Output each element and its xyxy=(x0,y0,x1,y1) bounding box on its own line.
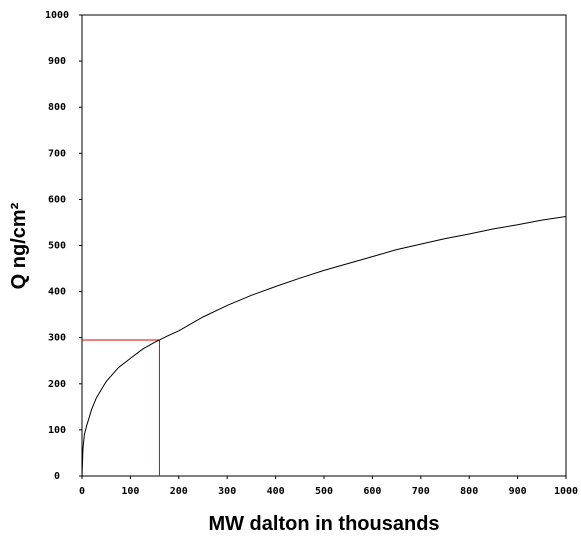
tick-group: 0 100 200 300 400 500 600 700 800 900 1000 0 100 200 3… xyxy=(45,10,578,497)
y-tick-label: 900 xyxy=(48,56,66,67)
series-line-0 xyxy=(81,216,567,477)
y-tick-label: 0 xyxy=(54,471,60,482)
x-tick-label: 1000 xyxy=(554,486,578,497)
y-tick-label: 200 xyxy=(48,379,66,390)
x-tick-label: 700 xyxy=(412,486,430,497)
x-tick-label: 100 xyxy=(121,486,139,497)
x-tick-label: 400 xyxy=(267,486,285,497)
y-tick-label: 300 xyxy=(48,333,66,344)
y-tick-label: 600 xyxy=(48,194,66,205)
y-tick-label: 1000 xyxy=(45,10,69,21)
y-tick-label: 800 xyxy=(48,102,66,113)
y-axis-label: Q ng/cm² xyxy=(8,202,30,289)
x-tick-label: 200 xyxy=(170,486,188,497)
y-tick-label: 700 xyxy=(48,148,66,159)
y-tick-label: 100 xyxy=(48,425,66,436)
marks-group xyxy=(81,216,567,477)
x-tick-label: 0 xyxy=(79,486,85,497)
y-tick-label: 500 xyxy=(48,241,66,252)
x-tick-label: 600 xyxy=(363,486,381,497)
plot-frame xyxy=(81,14,567,477)
x-tick-label: 900 xyxy=(509,486,527,497)
y-tick-label: 400 xyxy=(48,287,66,298)
x-tick-label: 300 xyxy=(218,486,236,497)
x-axis-label: MW dalton in thousands xyxy=(208,513,439,535)
x-tick-label: 800 xyxy=(460,486,478,497)
x-tick-label: 500 xyxy=(315,486,333,497)
